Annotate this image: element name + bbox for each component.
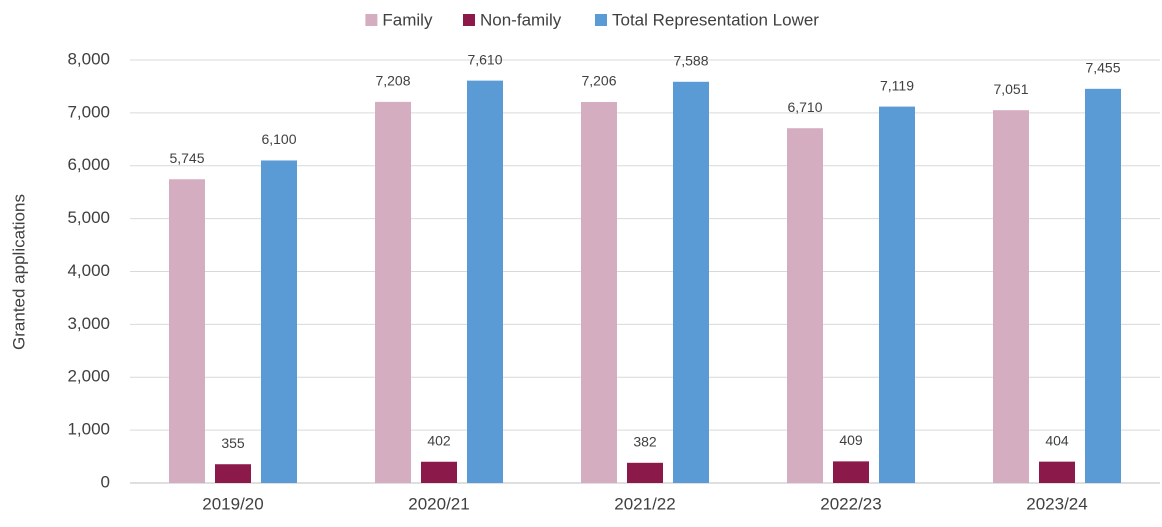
bar <box>993 110 1029 483</box>
value-label: 6,710 <box>787 99 822 115</box>
value-label: 7,051 <box>993 81 1028 97</box>
y-tick-label: 8,000 <box>67 49 110 68</box>
x-tick-label: 2019/20 <box>202 494 263 513</box>
value-label: 5,745 <box>169 150 204 166</box>
legend-label: Non-family <box>480 10 562 29</box>
value-label: 6,100 <box>261 131 296 147</box>
bar <box>673 81 709 484</box>
x-tick-label: 2021/22 <box>614 494 675 513</box>
x-tick-label: 2020/21 <box>408 494 469 513</box>
value-label: 7,208 <box>375 73 410 89</box>
value-label: 402 <box>427 432 451 448</box>
bar <box>261 160 297 483</box>
legend-swatch <box>463 14 475 26</box>
y-tick-label: 4,000 <box>67 261 110 280</box>
bar <box>467 80 503 483</box>
bar <box>1085 88 1121 484</box>
value-label: 409 <box>839 432 863 448</box>
bar <box>879 106 915 483</box>
y-tick-label: 2,000 <box>67 367 110 386</box>
bar <box>627 462 663 483</box>
value-label: 7,455 <box>1085 60 1120 76</box>
legend-swatch <box>595 14 607 26</box>
y-tick-label: 3,000 <box>67 314 110 333</box>
legend-swatch <box>365 14 378 26</box>
bar <box>421 461 457 483</box>
bar <box>375 101 411 483</box>
bar <box>833 461 869 483</box>
y-tick-label: 1,000 <box>67 420 110 439</box>
legend-label: Total Representation Lower <box>612 10 819 29</box>
value-label: 404 <box>1045 432 1069 448</box>
x-tick-label: 2023/24 <box>1026 494 1087 513</box>
value-label: 7,119 <box>880 77 914 93</box>
y-tick-label: 5,000 <box>67 208 110 227</box>
y-tick-label: 0 <box>101 472 110 491</box>
bar <box>787 128 823 484</box>
value-label: 382 <box>633 434 657 450</box>
bar <box>581 101 617 483</box>
x-tick-label: 2022/23 <box>820 494 881 513</box>
bar <box>169 179 205 483</box>
value-label: 355 <box>221 435 245 451</box>
y-axis-label: Granted applications <box>9 194 28 350</box>
value-label: 7,610 <box>467 51 502 67</box>
legend-label: Family <box>382 10 433 29</box>
y-tick-label: 6,000 <box>67 155 110 174</box>
value-label: 7,206 <box>581 73 616 89</box>
value-label: 7,588 <box>673 52 708 68</box>
y-tick-label: 7,000 <box>67 102 110 121</box>
bar <box>1039 461 1075 483</box>
bar <box>215 464 251 483</box>
